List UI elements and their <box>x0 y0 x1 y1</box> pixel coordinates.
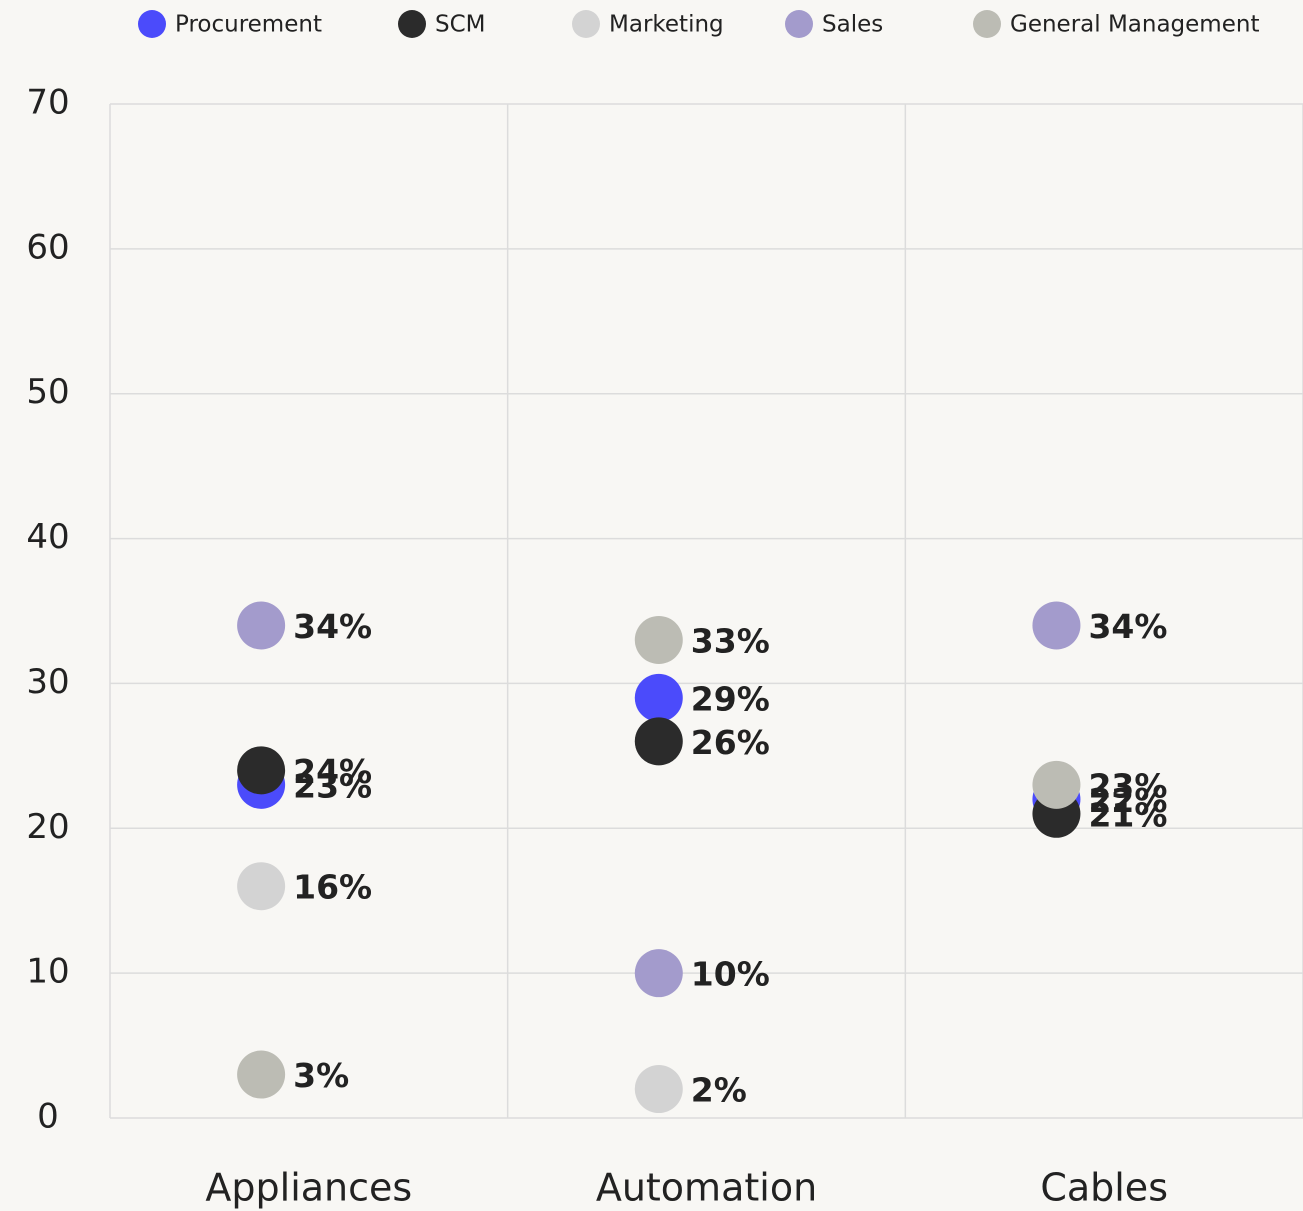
value-label: 29% <box>691 679 770 718</box>
value-label: 24% <box>293 752 372 791</box>
value-label: 21% <box>1088 795 1167 834</box>
legend-swatch <box>572 10 600 38</box>
dot <box>634 1065 683 1114</box>
x-tick-label: Cables <box>1040 1166 1168 1210</box>
value-label: 26% <box>691 723 770 762</box>
y-tick-label: 0 <box>37 1097 59 1137</box>
legend-swatch <box>398 10 426 38</box>
value-label: 16% <box>293 868 372 907</box>
legend-label: SCM <box>435 12 486 38</box>
legend-swatch <box>785 10 813 38</box>
y-tick-label: 30 <box>26 662 69 702</box>
value-label: 34% <box>293 607 372 646</box>
dot <box>1032 601 1081 650</box>
y-tick-label: 10 <box>26 952 69 992</box>
value-label: 23% <box>1088 766 1167 805</box>
y-tick-label: 70 <box>26 83 69 123</box>
y-tick-label: 60 <box>26 227 69 267</box>
value-label: 10% <box>691 955 770 994</box>
x-tick-label: Appliances <box>205 1166 412 1210</box>
legend-swatch <box>138 10 166 38</box>
dot <box>237 746 286 795</box>
legend-swatch <box>973 10 1001 38</box>
y-tick-label: 50 <box>26 372 69 412</box>
y-tick-label: 40 <box>26 517 69 557</box>
dot <box>634 615 683 664</box>
value-label: 22% <box>1088 781 1167 820</box>
legend-label: General Management <box>1010 12 1259 38</box>
dot <box>634 717 683 766</box>
x-tick-label: Automation <box>596 1166 817 1210</box>
dot <box>237 601 286 650</box>
value-label: 3% <box>293 1056 349 1095</box>
dot <box>634 673 683 722</box>
value-label: 23% <box>293 766 372 805</box>
value-label: 34% <box>1088 607 1167 646</box>
dot <box>237 862 286 911</box>
legend-label: Marketing <box>609 12 724 38</box>
value-label: 2% <box>691 1071 747 1110</box>
dot <box>1032 760 1081 809</box>
y-tick-label: 20 <box>26 807 69 847</box>
legend-label: Sales <box>822 12 883 38</box>
dot <box>237 1050 286 1099</box>
legend-label: Procurement <box>175 12 322 38</box>
dot <box>634 949 683 998</box>
value-label: 33% <box>691 621 770 660</box>
